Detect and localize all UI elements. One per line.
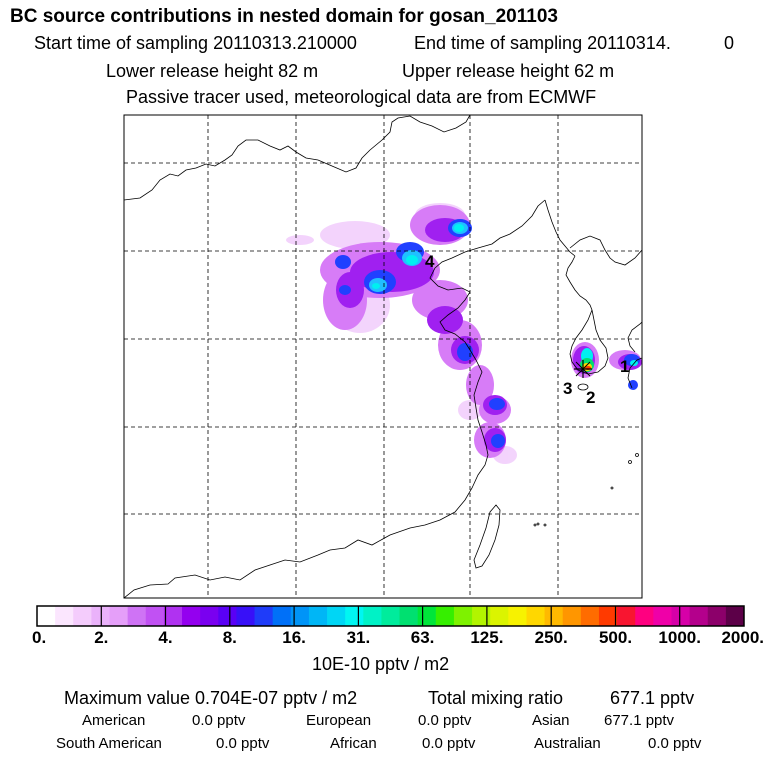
colorbar-cell [580, 606, 600, 626]
colorbar-tick-label: 16. [282, 628, 306, 647]
colorbar-cell [653, 606, 672, 626]
colorbar-cell [91, 606, 111, 626]
colorbar-tick-label: 125. [470, 628, 504, 647]
colorbar-tick-label: 8. [222, 628, 237, 647]
colorbar-cell [490, 606, 509, 626]
colorbar-cell [707, 606, 727, 626]
marker-label: 4 [425, 252, 435, 271]
colorbar-tick-label: 500. [598, 628, 633, 647]
colorbar-cell [236, 606, 256, 626]
concentration-plume [286, 203, 642, 464]
upper-release-height: Upper release height 62 m [402, 61, 615, 81]
colorbar-cell [218, 606, 237, 626]
colorbar-tick-label: 250. [534, 628, 568, 647]
map-frame [123, 114, 643, 599]
colorbar-cell [55, 606, 74, 626]
asian-value: 677.1 pptv [604, 712, 675, 729]
colorbar-cell [526, 606, 546, 626]
colorbar-cell [671, 606, 691, 626]
colorbar-cell [381, 606, 401, 626]
colorbar-cell [635, 606, 654, 626]
end-time: End time of sampling 20110314. [414, 33, 671, 53]
total-mixing-ratio-value: 677.1 pptv [610, 688, 695, 708]
colorbar-cell [508, 606, 527, 626]
end-time-value: 0 [724, 33, 735, 53]
colorbar-cell [417, 606, 437, 626]
lower-release-height: Lower release height 82 m [106, 61, 319, 81]
australian-value: 0.0 pptv [648, 735, 702, 752]
tracer-note: Passive tracer used, meteorological data… [126, 87, 597, 107]
african-label: African [330, 735, 377, 752]
colorbar-tick-label: 2. [94, 628, 109, 647]
colorbar-cell [598, 606, 618, 626]
colorbar-cell [435, 606, 455, 626]
colorbar-frame [36, 605, 745, 627]
colorbar-cell [327, 606, 346, 626]
asian-label: Asian [532, 712, 570, 729]
colorbar-cell [290, 606, 310, 626]
colorbar-cell [254, 606, 274, 626]
american-label: American [82, 712, 146, 729]
colorbar-major-ticks [100, 606, 681, 626]
receptor-marker [574, 360, 592, 378]
marker-label: 3 [563, 379, 572, 398]
colorbar-unit: 10E-10 pptv / m2 [312, 654, 450, 674]
colorbar-cell [689, 606, 709, 626]
colorbar-tick-label: 31. [346, 628, 371, 647]
colorbar-cell [363, 606, 382, 626]
colorbar-cell [145, 606, 165, 626]
marker-label: 1 [620, 357, 629, 376]
south-american-label: South American [56, 735, 162, 752]
colorbar-cell [544, 606, 564, 626]
colorbar-cell [725, 606, 745, 626]
colorbar-tick-label: 2000. [721, 628, 764, 647]
colorbar-cell [127, 606, 147, 626]
american-value: 0.0 pptv [192, 712, 246, 729]
colorbar-cell [308, 606, 328, 626]
colorbar [37, 606, 745, 626]
colorbar-cell [182, 606, 201, 626]
colorbar-cell [617, 606, 636, 626]
south-american-value: 0.0 pptv [216, 735, 270, 752]
colorbar-cell [272, 606, 292, 626]
colorbar-cell [399, 606, 419, 626]
colorbar-tick-label: 4. [158, 628, 173, 647]
colorbar-tick-label: 1000. [658, 628, 701, 647]
start-time: Start time of sampling 20110313.210000 [34, 33, 357, 53]
european-value: 0.0 pptv [418, 712, 472, 729]
marker-label: 2 [586, 388, 595, 407]
colorbar-cell [453, 606, 473, 626]
colorbar-tick-label: 63. [410, 628, 435, 647]
total-mixing-ratio-label: Total mixing ratio [428, 688, 564, 708]
colorbar-cell [163, 606, 183, 626]
african-value: 0.0 pptv [422, 735, 476, 752]
maximum-value: Maximum value 0.704E-07 pptv / m2 [64, 688, 358, 708]
colorbar-cell [37, 606, 56, 626]
colorbar-cell [200, 606, 219, 626]
colorbar-cell [73, 606, 92, 626]
colorbar-cell [345, 606, 364, 626]
colorbar-tick-label: 0. [32, 628, 47, 647]
australian-label: Australian [534, 735, 601, 752]
plot-title: BC source contributions in nested domain… [10, 6, 558, 27]
european-label: European [306, 712, 372, 729]
colorbar-cell [472, 606, 491, 626]
colorbar-cell [562, 606, 582, 626]
colorbar-cell [109, 606, 129, 626]
graticule [124, 115, 642, 598]
